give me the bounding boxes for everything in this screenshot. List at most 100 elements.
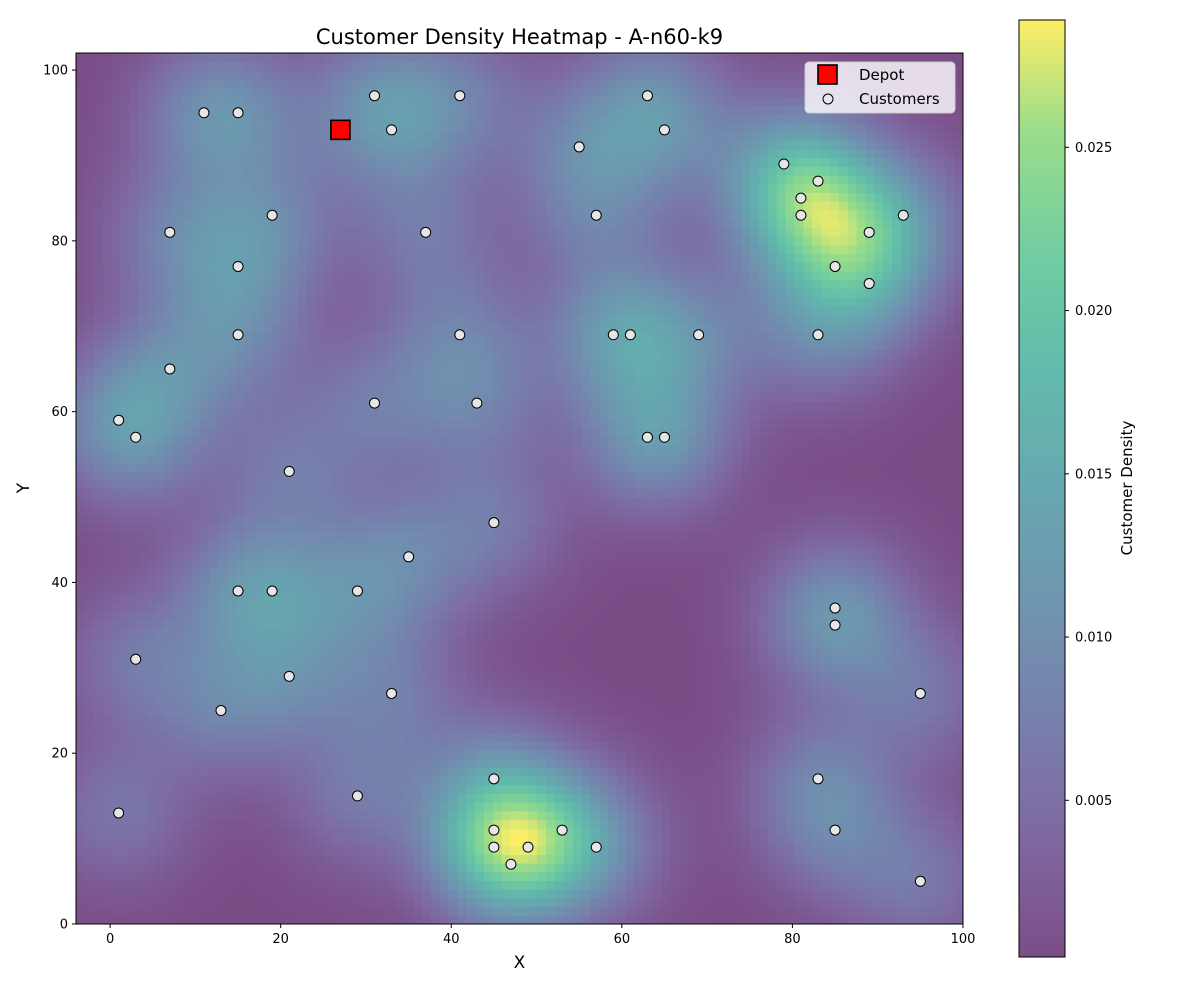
heatmap-cell (856, 593, 867, 603)
heatmap-cell (297, 645, 308, 655)
heatmap-cell (421, 619, 432, 629)
heatmap-cell (235, 749, 246, 760)
heatmap-cell (617, 610, 627, 620)
heatmap-cell (430, 880, 441, 890)
heatmap-cell (847, 802, 858, 812)
heatmap-cell (226, 601, 237, 612)
heatmap-cell (856, 497, 867, 507)
heatmap-cell (226, 906, 237, 916)
heatmap-cell (324, 671, 334, 681)
heatmap-cell (253, 889, 263, 899)
heatmap-cell (253, 671, 263, 681)
heatmap-cell (554, 488, 565, 498)
heatmap-cell (554, 601, 565, 612)
heatmap-cell (954, 653, 963, 664)
heatmap-cell (129, 601, 139, 612)
heatmap-cell (413, 558, 423, 568)
heatmap-cell (883, 505, 893, 516)
heatmap-cell (404, 636, 414, 646)
heatmap-cell (306, 906, 317, 916)
heatmap-cell (741, 714, 751, 725)
heatmap-cell (661, 897, 671, 908)
heatmap-cell (146, 627, 157, 638)
heatmap-cell (129, 732, 139, 742)
heatmap-cell (492, 662, 503, 673)
heatmap-cell (821, 836, 831, 847)
heatmap-cell (217, 732, 228, 742)
heatmap-cell (936, 566, 946, 577)
heatmap-cell (501, 514, 512, 524)
heatmap-cell (404, 497, 414, 507)
heatmap-cell (838, 653, 849, 664)
heatmap-cell (448, 793, 459, 803)
heatmap-cell (617, 680, 627, 690)
heatmap-cell (892, 505, 902, 516)
heatmap-cell (679, 758, 689, 768)
heatmap-cell (510, 662, 521, 673)
heatmap-cell (652, 505, 663, 516)
heatmap-cell (865, 741, 875, 751)
heatmap-cell (111, 505, 121, 516)
heatmap-cell (395, 741, 405, 751)
heatmap-cell (484, 697, 494, 707)
heatmap-cell (688, 593, 698, 603)
heatmap-cell (377, 880, 388, 890)
heatmap-cell (643, 619, 654, 629)
heatmap-cell (297, 636, 308, 646)
heatmap-cell (652, 610, 663, 620)
heatmap-cell (448, 505, 459, 516)
heatmap-cell (448, 714, 459, 725)
heatmap-cell (732, 836, 742, 847)
heatmap-cell (554, 793, 565, 803)
heatmap-cell (918, 767, 929, 777)
heatmap-cell (76, 627, 86, 638)
heatmap-cell (448, 593, 459, 603)
heatmap-cell (262, 906, 272, 916)
heatmap-cell (200, 897, 210, 908)
heatmap-cell (209, 697, 219, 707)
heatmap-cell (519, 714, 529, 725)
heatmap-cell (608, 523, 618, 533)
heatmap-cell (271, 601, 281, 612)
heatmap-cell (377, 889, 388, 899)
heatmap-cell (173, 601, 184, 612)
heatmap-cell (661, 836, 671, 847)
heatmap-cell (892, 915, 902, 924)
heatmap-cell (954, 871, 963, 882)
heatmap-cell (297, 488, 308, 498)
heatmap-cell (404, 697, 414, 707)
heatmap-cell (191, 836, 201, 847)
heatmap-cell (723, 619, 733, 629)
heatmap-cell (395, 636, 405, 646)
heatmap-cell (785, 645, 796, 655)
heatmap-cell (608, 775, 618, 786)
heatmap-cell (475, 680, 485, 690)
heatmap-cell (767, 915, 778, 924)
heatmap-cell (448, 653, 459, 664)
heatmap-cell (794, 688, 804, 699)
heatmap-cell (847, 680, 858, 690)
heatmap-cell (466, 897, 476, 908)
heatmap-cell (146, 697, 157, 707)
heatmap-cell (377, 575, 388, 585)
heatmap-cell (617, 636, 627, 646)
heatmap-cell (262, 714, 272, 725)
heatmap-cell (288, 645, 299, 655)
heatmap-cell (767, 636, 778, 646)
heatmap-cell (750, 714, 760, 725)
heatmap-cell (812, 514, 822, 524)
heatmap-cell (723, 575, 733, 585)
heatmap-cell (528, 819, 538, 829)
heatmap-cell (652, 653, 663, 664)
heatmap-cell (945, 845, 955, 855)
heatmap-cell (368, 497, 379, 507)
heatmap-cell (625, 889, 636, 899)
heatmap-cell (803, 793, 813, 803)
heatmap-cell (776, 793, 787, 803)
heatmap-cell (838, 497, 849, 507)
heatmap-cell (590, 906, 600, 916)
heatmap-cell (120, 819, 130, 829)
heatmap-cell (271, 558, 281, 568)
heatmap-cell (856, 915, 867, 924)
heatmap-cell (617, 653, 627, 664)
